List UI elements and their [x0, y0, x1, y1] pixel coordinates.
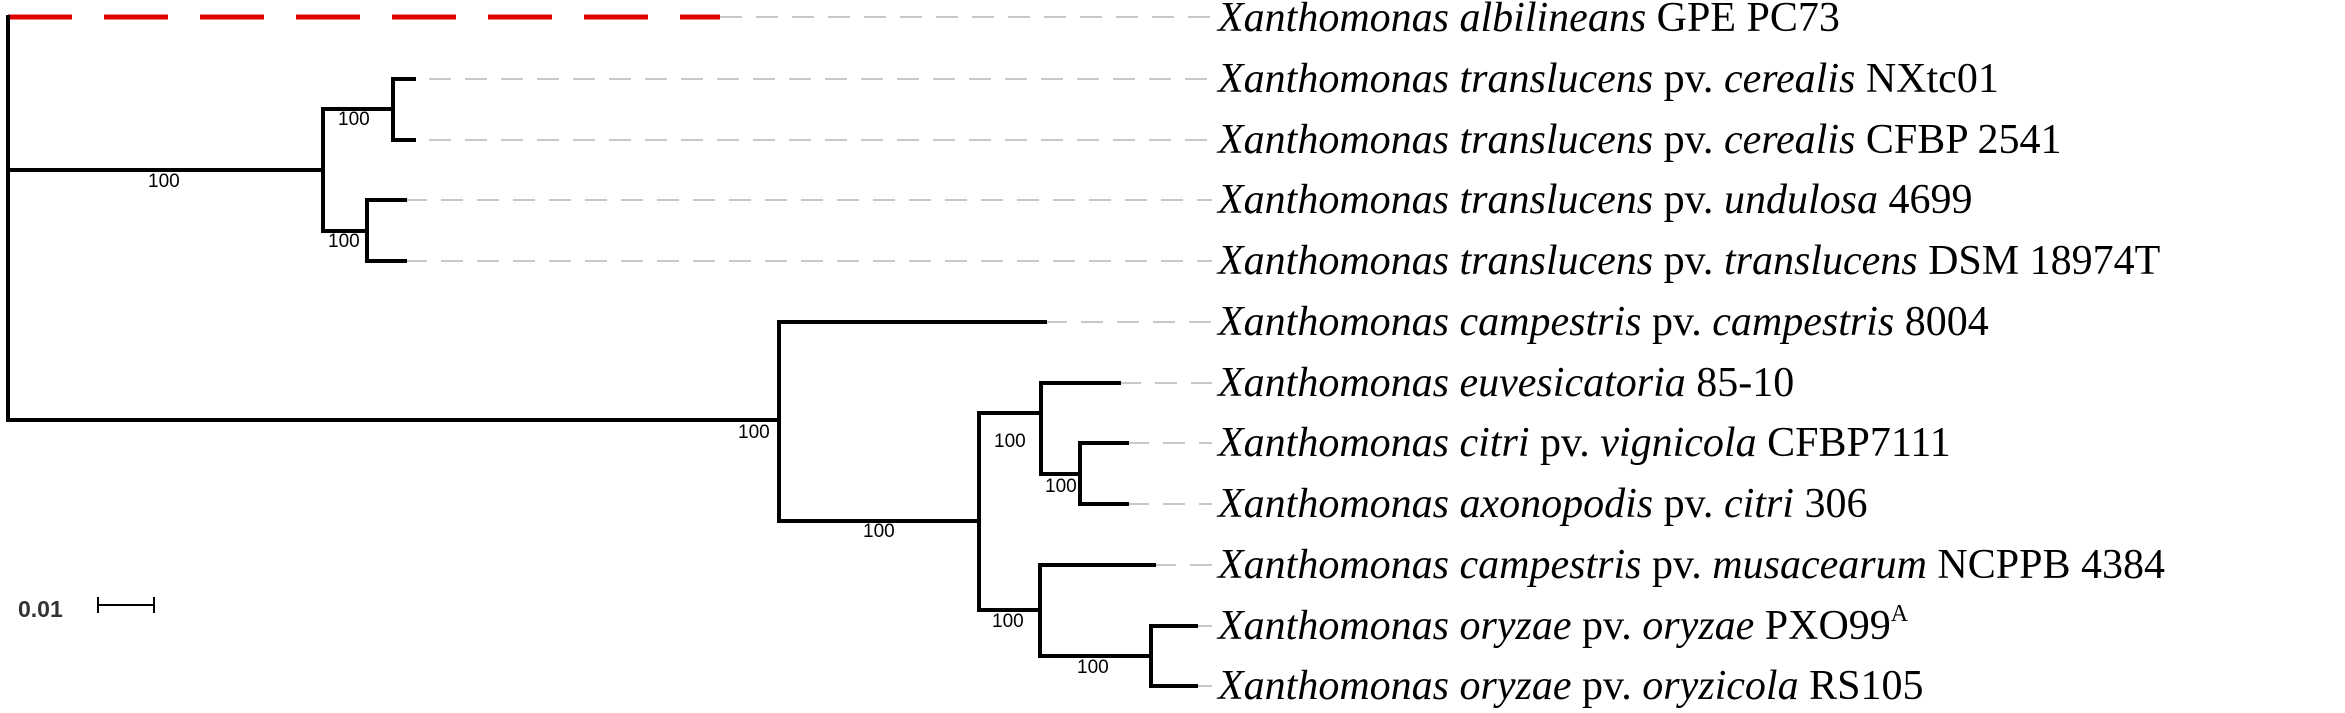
support-value: 100: [328, 231, 360, 252]
taxon-label-t8: Xanthomonas citri pv. vignicola CFBP7111: [1218, 420, 1951, 466]
support-value: 100: [148, 171, 180, 192]
taxon-label-t11: Xanthomonas oryzae pv. oryzae PXO99A: [1218, 601, 1909, 649]
support-value: 100: [1045, 476, 1077, 497]
taxon-label-t9: Xanthomonas axonopodis pv. citri 306: [1218, 481, 1868, 527]
taxon-label-t6: Xanthomonas campestris pv. campestris 80…: [1218, 299, 1989, 345]
taxon-label-t10: Xanthomonas campestris pv. musacearum NC…: [1218, 542, 2165, 588]
scale-bar: [97, 597, 155, 613]
support-value: 100: [863, 521, 895, 542]
scale-bar-label: 0.01: [18, 596, 63, 622]
taxon-label-t12: Xanthomonas oryzae pv. oryzicola RS105: [1218, 663, 1924, 709]
branches: [6, 15, 1198, 688]
taxon-label-t3: Xanthomonas translucens pv. cerealis CFB…: [1218, 117, 2062, 163]
taxon-label-t5: Xanthomonas translucens pv. translucens …: [1218, 238, 2161, 284]
taxon-label-t2: Xanthomonas translucens pv. cerealis NXt…: [1218, 56, 1999, 102]
support-value: 100: [992, 611, 1024, 632]
support-value: 100: [1077, 657, 1109, 678]
taxon-label-t1: Xanthomonas albilineans GPE PC73: [1218, 0, 1840, 41]
taxon-label-t4: Xanthomonas translucens pv. undulosa 469…: [1218, 177, 1973, 223]
support-value: 100: [738, 422, 770, 443]
leader-lines: [393, 16, 1212, 687]
taxon-label-t7: Xanthomonas euvesicatoria 85-10: [1218, 360, 1795, 406]
support-value: 100: [338, 109, 370, 130]
support-value: 100: [994, 431, 1026, 452]
